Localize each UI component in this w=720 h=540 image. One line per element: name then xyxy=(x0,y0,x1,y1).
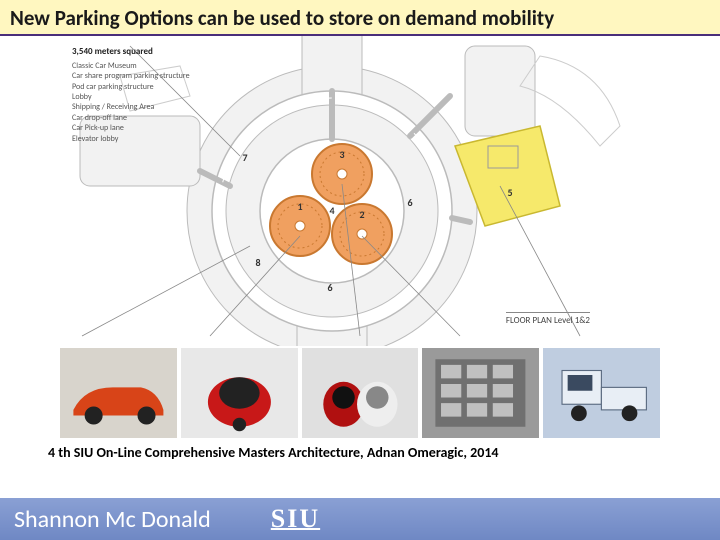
vehicle-thumb-classic-car xyxy=(60,348,177,438)
legend-item: Car Pick-up lane xyxy=(72,123,190,133)
legend-item: Car share program parking structure xyxy=(72,71,190,81)
legend: 3,540 meters squared Classic Car MuseumC… xyxy=(72,46,190,144)
floor-plan-diagram: 5 1 2 3 4 6 6 7 8 3,540 meters squared Classic C… xyxy=(0,36,720,346)
svg-text:8: 8 xyxy=(255,256,260,269)
vehicle-thumbnails xyxy=(0,348,720,438)
author-name: Shannon Mc Donald xyxy=(0,505,211,534)
legend-item: Pod car parking structure xyxy=(72,82,190,92)
svg-text:4: 4 xyxy=(329,204,334,217)
vehicle-thumb-pod-car-red xyxy=(181,348,298,438)
svg-text:5: 5 xyxy=(507,186,512,199)
svg-text:3: 3 xyxy=(339,148,344,161)
vehicle-thumb-parking-tower-interior xyxy=(422,348,539,438)
svg-text:7: 7 xyxy=(242,151,247,164)
siu-logo: SIU xyxy=(271,504,320,534)
svg-text:1: 1 xyxy=(297,200,302,213)
svg-text:6: 6 xyxy=(407,196,412,209)
legend-item: Elevator lobby xyxy=(72,134,190,144)
vehicle-thumb-truck xyxy=(543,348,660,438)
legend-items: Classic Car MuseumCar share program park… xyxy=(72,61,190,144)
legend-heading: 3,540 meters squared xyxy=(72,46,190,58)
legend-item: Classic Car Museum xyxy=(72,61,190,71)
legend-item: Shipping / Receiving Area xyxy=(72,102,190,112)
svg-text:6: 6 xyxy=(327,281,332,294)
floorplan-caption: FLOOR PLAN Level 1&2 xyxy=(506,312,590,326)
citation-text: 4 th SIU On-Line Comprehensive Masters A… xyxy=(0,438,720,465)
svg-text:2: 2 xyxy=(359,208,364,221)
vehicle-thumb-pod-car-pair xyxy=(302,348,419,438)
slide-title: New Parking Options can be used to store… xyxy=(10,6,710,30)
legend-item: Car drop-off lane xyxy=(72,113,190,123)
legend-item: Lobby xyxy=(72,92,190,102)
title-bar: New Parking Options can be used to store… xyxy=(0,0,720,36)
footer-bar: Shannon Mc Donald SIU xyxy=(0,498,720,540)
